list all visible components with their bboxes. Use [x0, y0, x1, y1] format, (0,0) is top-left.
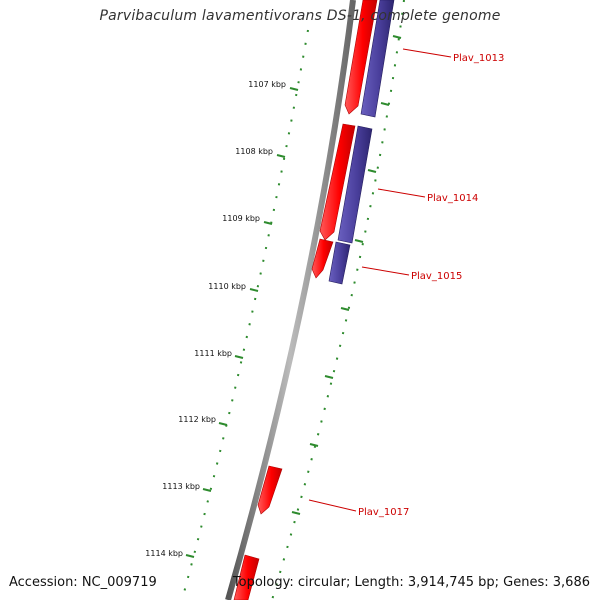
ruler-major-tick: [276, 154, 286, 158]
ruler-tick-label: 1108 kbp: [235, 147, 273, 156]
outer-major-tick: [392, 35, 402, 39]
outer-major-tick: [324, 375, 334, 379]
outer-major-tick: [340, 307, 350, 311]
gene-bar-reverse: [328, 241, 351, 285]
map-title: Parvibaculum lavamentivorans DS-1, compl…: [99, 8, 501, 24]
genome-summary-text: Topology: circular; Length: 3,914,745 bp…: [232, 575, 590, 590]
ruler-major-tick: [218, 422, 228, 426]
ruler-tick-1114: 1114 kbp: [145, 549, 195, 558]
ruler-tick-1109: 1109 kbp: [222, 214, 273, 225]
outer-ruler-major-ticks: [291, 35, 402, 515]
outer-major-tick: [354, 239, 364, 243]
gene-arrow-forward: [311, 238, 334, 279]
ruler-tick-label: 1112 kbp: [178, 415, 216, 424]
ruler-major-tick: [234, 355, 244, 359]
gene-label-leader: [361, 266, 410, 276]
ruler-major-tick: [263, 221, 273, 225]
genome-backbone: [225, 0, 356, 601]
ruler-major-tick: [202, 488, 212, 492]
outer-ruler-dots: [271, 0, 405, 601]
ruler-tick-label: 1111 kbp: [194, 349, 232, 358]
ruler-major-tick: [249, 288, 259, 292]
ruler-tick-label: 1114 kbp: [145, 549, 183, 558]
outer-major-tick: [367, 169, 377, 173]
outer-major-tick: [380, 102, 390, 106]
gene-label-plav-1013[interactable]: Plav_1013: [453, 53, 504, 64]
ruler-tick-label: 1110 kbp: [208, 282, 246, 291]
ruler-major-tick: [185, 554, 195, 558]
ruler-tick-label: 1107 kbp: [248, 80, 286, 89]
outer-major-tick: [309, 443, 319, 447]
gene-arrow-forward: [257, 465, 283, 515]
inner-ruler-dots: [181, 29, 309, 601]
ruler-tick-1108: 1108 kbp: [235, 147, 286, 158]
gene-label-plav-1015[interactable]: Plav_1015: [411, 271, 462, 282]
gene-arrow-forward: [319, 123, 356, 241]
ruler-major-tick: [289, 87, 299, 91]
accession-text: Accession: NC_009719: [9, 575, 157, 590]
gene-label-plav-1017[interactable]: Plav_1017: [358, 507, 409, 518]
ruler-tick-label: 1113 kbp: [162, 482, 200, 491]
ruler-tick-1110: 1110 kbp: [208, 282, 259, 292]
gene-arrow-forward: [344, 0, 378, 115]
gene-bar-reverse: [337, 125, 373, 244]
ruler-tick-1113: 1113 kbp: [162, 482, 212, 492]
gene-label-leader: [308, 499, 357, 512]
ruler-tick-1111: 1111 kbp: [194, 349, 244, 359]
ruler-tick-1107: 1107 kbp: [248, 80, 299, 91]
ruler-tick-label: 1109 kbp: [222, 214, 260, 223]
gene-label-leader: [402, 48, 452, 58]
gene-label-plav-1014[interactable]: Plav_1014: [427, 193, 478, 204]
gene-bar-reverse: [360, 0, 395, 118]
ruler-tick-1112: 1112 kbp: [178, 415, 228, 426]
outer-major-tick: [291, 511, 301, 515]
gene-label-leader: [377, 188, 426, 198]
